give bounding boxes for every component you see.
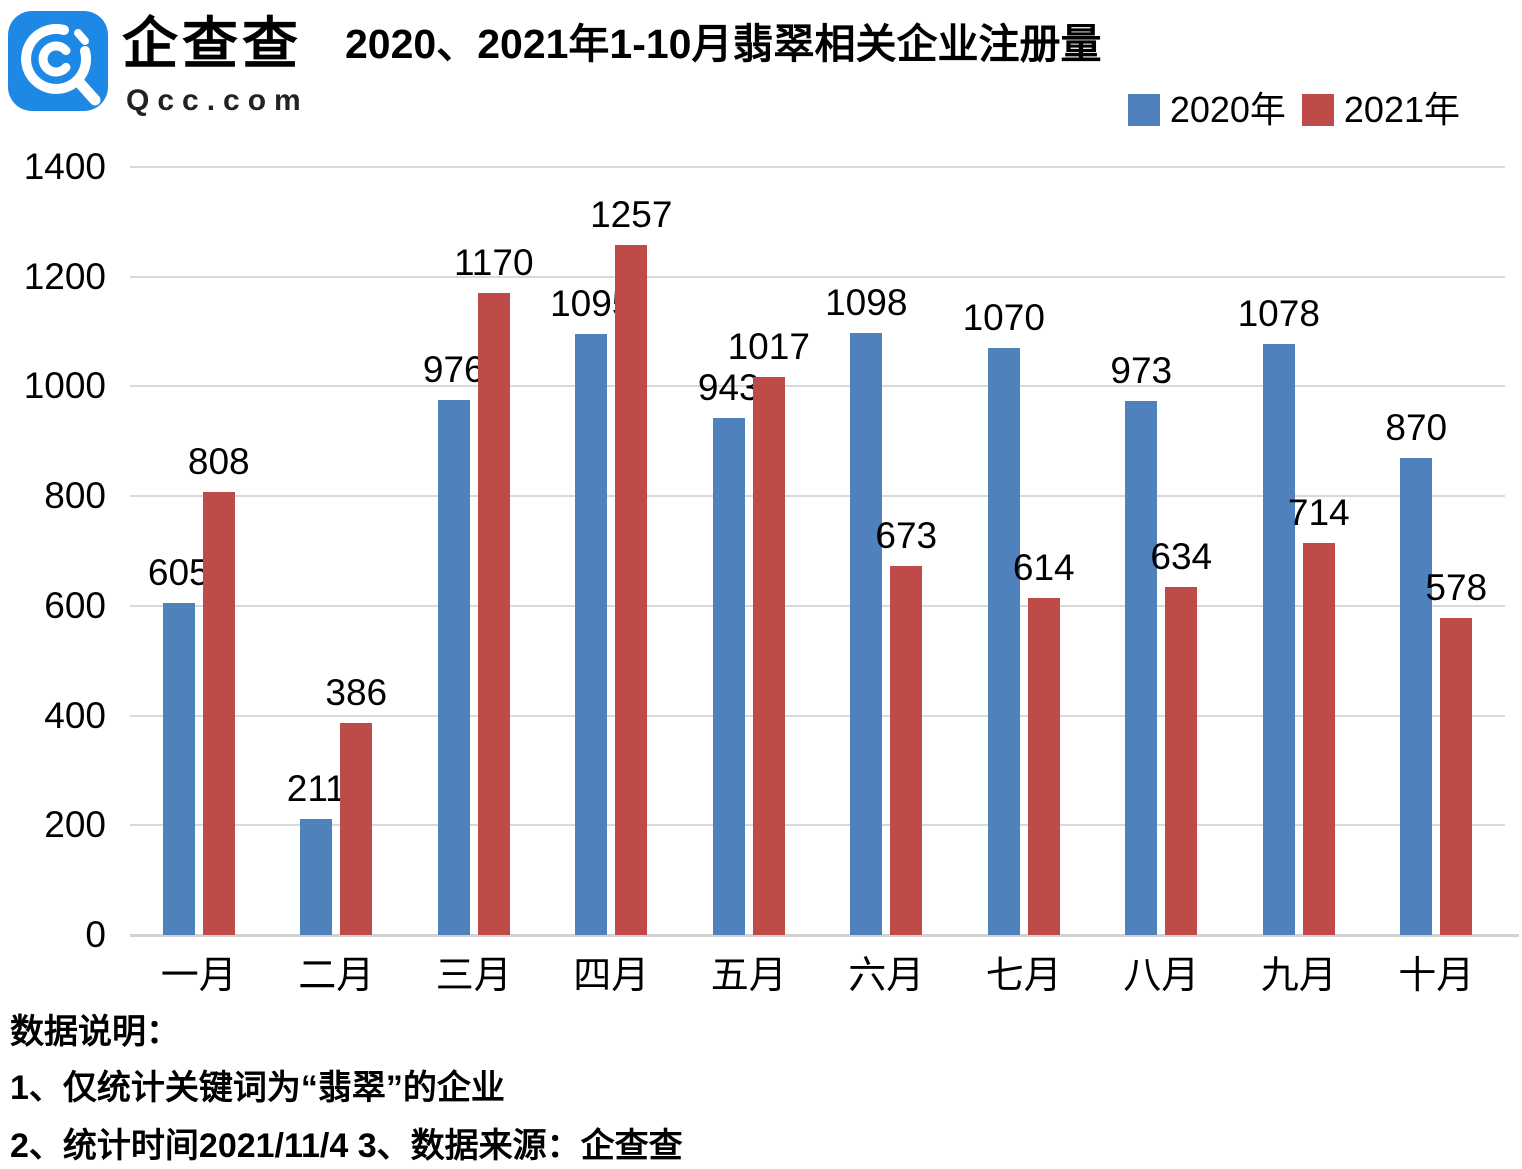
bar-2020年-八月: 973 bbox=[1110, 352, 1172, 935]
bar-2021年-十月: 578 bbox=[1425, 569, 1487, 935]
bar-value-label: 673 bbox=[875, 514, 938, 556]
bar-group-八月: 973 634 bbox=[1093, 167, 1231, 935]
chart-title: 2020、2021年1-10月翡翠相关企业注册量 bbox=[345, 21, 1102, 67]
qcc-logo-icon bbox=[8, 10, 108, 112]
bar-value-label: 605 bbox=[147, 552, 210, 594]
x-axis-label-二月: 二月 bbox=[298, 955, 375, 997]
gridline bbox=[130, 824, 1505, 827]
plot-area: 605 808 211 386 976 1170 1095 1257 943 1017 1098 67… bbox=[130, 166, 1519, 937]
bar-value-label: 976 bbox=[422, 348, 485, 390]
y-tick-label: 1000 bbox=[23, 365, 106, 407]
bar-value-label: 714 bbox=[1287, 492, 1350, 534]
bar-value-label: 578 bbox=[1425, 566, 1488, 608]
bar-2020年-三月: 976 bbox=[423, 351, 485, 935]
bar-group-五月: 943 1017 bbox=[680, 167, 818, 935]
gridline bbox=[130, 604, 1505, 607]
bar-group-二月: 211 386 bbox=[268, 167, 406, 935]
bar-2021年-二月: 386 bbox=[325, 674, 387, 935]
y-tick-label: 200 bbox=[44, 804, 106, 846]
bar-value-label: 943 bbox=[697, 366, 760, 408]
bar-group-六月: 1098 673 bbox=[818, 167, 956, 935]
bar-group-一月: 605 808 bbox=[130, 167, 268, 935]
bar-2020年-十月: 870 bbox=[1385, 409, 1447, 935]
bar-2021年-五月: 1017 bbox=[728, 328, 810, 935]
bar-group-十月: 870 578 bbox=[1368, 167, 1506, 935]
x-axis-label-六月: 六月 bbox=[848, 955, 925, 997]
bar-2020年-七月: 1070 bbox=[963, 299, 1045, 935]
bar-groups: 605 808 211 386 976 1170 1095 1257 943 1017 1098 67… bbox=[130, 167, 1505, 935]
brand-domain: Qcc.com bbox=[126, 84, 309, 117]
y-tick-label: 1400 bbox=[23, 146, 106, 187]
bar-value-label: 614 bbox=[1012, 547, 1075, 589]
bar-group-七月: 1070 614 bbox=[955, 167, 1093, 935]
x-axis-label-九月: 九月 bbox=[1260, 955, 1337, 997]
bar-group-三月: 976 1170 bbox=[405, 167, 543, 935]
x-axis-label-八月: 八月 bbox=[1123, 955, 1200, 997]
bar-value-label: 211 bbox=[286, 768, 346, 810]
legend-swatch-icon bbox=[1301, 94, 1334, 126]
bar-2020年-五月: 943 bbox=[698, 369, 760, 935]
y-tick-label: 1200 bbox=[23, 255, 106, 297]
x-axis-label-三月: 三月 bbox=[435, 955, 512, 997]
gridline bbox=[130, 166, 1505, 168]
bar-2021年-三月: 1170 bbox=[454, 244, 534, 935]
bar-2020年-九月: 1078 bbox=[1238, 295, 1320, 935]
y-tick-label: 800 bbox=[44, 475, 106, 517]
legend-item-2020年: 2020年 bbox=[1127, 89, 1286, 130]
bar-value-label: 1070 bbox=[962, 297, 1045, 339]
bar-2021年-四月: 1257 bbox=[590, 196, 672, 935]
bar-2020年-一月: 605 bbox=[148, 554, 210, 935]
footer-note-1: 1、仅统计关键词为“翡翠”的企业 bbox=[10, 1069, 505, 1107]
bar-group-九月: 1078 714 bbox=[1230, 167, 1368, 935]
x-axis-label-一月: 一月 bbox=[160, 955, 237, 997]
legend-label: 2021年 bbox=[1343, 89, 1460, 130]
footer-heading: 数据说明： bbox=[10, 1013, 180, 1051]
bar-value-label: 1170 bbox=[453, 242, 534, 284]
bar-value-label: 1078 bbox=[1237, 292, 1320, 334]
bar-2021年-六月: 673 bbox=[875, 517, 937, 935]
y-axis-labels: 0 200 400 600 800 1000 1200 1400 bbox=[0, 0, 106, 1169]
brand-name: 企查查 bbox=[122, 12, 302, 75]
gridline bbox=[130, 385, 1505, 388]
x-axis-label-五月: 五月 bbox=[710, 955, 787, 997]
legend-item-2021年: 2021年 bbox=[1301, 89, 1460, 130]
bar-value-label: 973 bbox=[1110, 350, 1173, 392]
bar-2020年-六月: 1098 bbox=[825, 284, 907, 935]
bar-2021年-八月: 634 bbox=[1150, 538, 1212, 935]
bar-2020年-四月: 1095 bbox=[550, 285, 632, 935]
gridline bbox=[130, 275, 1505, 278]
bar-group-四月: 1095 1257 bbox=[543, 167, 681, 935]
y-tick-label: 0 bbox=[85, 914, 106, 955]
bar-2021年-七月: 614 bbox=[1013, 549, 1075, 935]
x-axis-label-七月: 七月 bbox=[985, 955, 1062, 997]
footer-note-2: 2、统计时间2021/11/4 3、数据来源：企查查 bbox=[10, 1127, 683, 1165]
bar-2021年-一月: 808 bbox=[188, 443, 250, 935]
legend-swatch-icon bbox=[1127, 94, 1160, 126]
bar-value-label: 808 bbox=[187, 440, 250, 482]
legend-label: 2020年 bbox=[1169, 89, 1286, 130]
gridline bbox=[130, 495, 1505, 498]
chart-legend: 2020年 2021年 bbox=[1127, 88, 1460, 132]
gridline bbox=[130, 714, 1505, 717]
y-tick-label: 600 bbox=[44, 584, 106, 626]
bar-value-label: 1257 bbox=[590, 194, 673, 236]
bar-2020年-二月: 211 bbox=[287, 770, 346, 935]
x-axis-labels: 一月 二月 三月 四月 五月 六月 七月 八月 九月 十月 bbox=[130, 952, 1505, 1000]
y-tick-label: 400 bbox=[44, 694, 106, 736]
bar-value-label: 870 bbox=[1385, 406, 1448, 448]
bar-value-label: 1098 bbox=[825, 281, 908, 323]
bar-2021年-九月: 714 bbox=[1288, 494, 1350, 935]
bar-value-label: 634 bbox=[1150, 536, 1213, 578]
x-axis-line bbox=[130, 934, 1519, 937]
x-axis-label-十月: 十月 bbox=[1398, 955, 1475, 997]
bar-value-label: 386 bbox=[325, 672, 388, 714]
x-axis-label-四月: 四月 bbox=[573, 955, 650, 997]
bar-value-label: 1017 bbox=[727, 326, 810, 368]
